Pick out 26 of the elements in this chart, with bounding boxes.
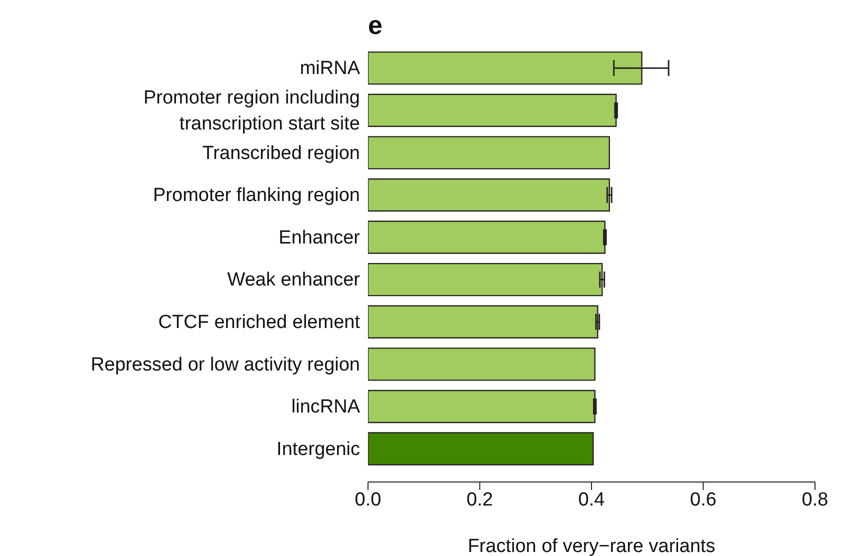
y-tick-label: Enhancer [278,226,361,248]
x-tick-label: 0.4 [578,489,606,510]
bar [368,178,610,212]
y-tick-label: Repressed or low activity region [90,354,360,375]
y-tick-label: Intergenic [276,438,360,460]
x-tick-label: 0.8 [802,489,828,510]
y-tick-label: lincRNA [291,396,360,418]
bar [368,432,594,466]
y-tick-label: Weak enhancer [227,269,361,290]
x-tick-label: 0.0 [354,489,382,510]
chart-title: e [368,10,382,41]
y-tick-label: Transcribed region [202,142,360,164]
x-tick-label: 0.2 [466,489,493,510]
x-tick-label: 0.6 [690,489,716,510]
bar [368,220,606,254]
bar [368,390,596,424]
y-tick-label: miRNA [300,58,360,79]
y-tick-label: Promoter flanking region [153,184,360,206]
bar [368,136,610,170]
bar [368,262,603,296]
bar [368,94,617,127]
x-axis-title: Fraction of very−rare variants [468,536,716,556]
y-tick-label: Promoter region including transcription start site [143,86,360,134]
bar [368,348,596,381]
y-tick-label: CTCF enriched element [158,311,361,332]
bar [368,305,598,338]
